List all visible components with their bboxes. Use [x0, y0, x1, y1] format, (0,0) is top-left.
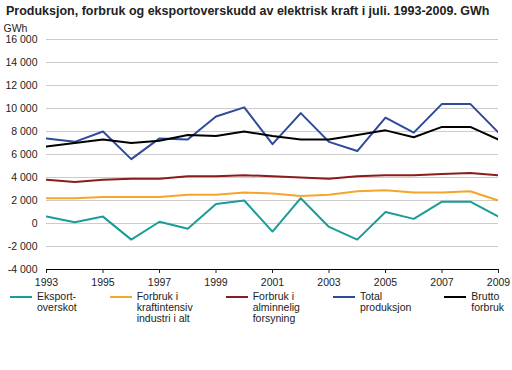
- svg-text:-2 000: -2 000: [8, 240, 38, 252]
- svg-text:2007: 2007: [430, 276, 454, 288]
- svg-text:-4 000: -4 000: [8, 263, 38, 275]
- svg-text:1997: 1997: [148, 276, 172, 288]
- svg-text:2 000: 2 000: [11, 194, 37, 206]
- svg-text:1993: 1993: [35, 276, 59, 288]
- svg-text:10 000: 10 000: [5, 102, 37, 114]
- svg-text:GWh: GWh: [4, 22, 28, 34]
- html-text:Brutto forbruk: Brutto forbruk: [471, 290, 504, 313]
- html-text:Eksport- overskot: Eksport- overskot: [37, 290, 77, 313]
- svg-text:0: 0: [32, 217, 38, 229]
- svg-text:4 000: 4 000: [11, 171, 37, 183]
- svg-text:6 000: 6 000: [11, 148, 37, 160]
- svg-text:1999: 1999: [204, 276, 228, 288]
- svg-text:2009: 2009: [487, 276, 511, 288]
- svg-text:2001: 2001: [261, 276, 285, 288]
- html-text:Forbruk i alminnelig forsyning: Forbruk i alminnelig forsyning: [252, 290, 300, 324]
- svg-text:14 000: 14 000: [5, 56, 37, 68]
- html-text:Produksjon, forbruk og eksport: Produksjon, forbruk og eksportoverskudd …: [6, 4, 490, 18]
- html-text:Total produksjon: Total produksjon: [360, 290, 412, 313]
- svg-text:1995: 1995: [91, 276, 115, 288]
- svg-text:12 000: 12 000: [5, 79, 37, 91]
- svg-text:2003: 2003: [317, 276, 341, 288]
- svg-text:2005: 2005: [374, 276, 398, 288]
- svg-text:16 000: 16 000: [5, 33, 37, 45]
- svg-text:8 000: 8 000: [11, 125, 37, 137]
- html-text:Forbruk i kraftintensiv indust: Forbruk i kraftintensiv industri i alt: [136, 290, 193, 324]
